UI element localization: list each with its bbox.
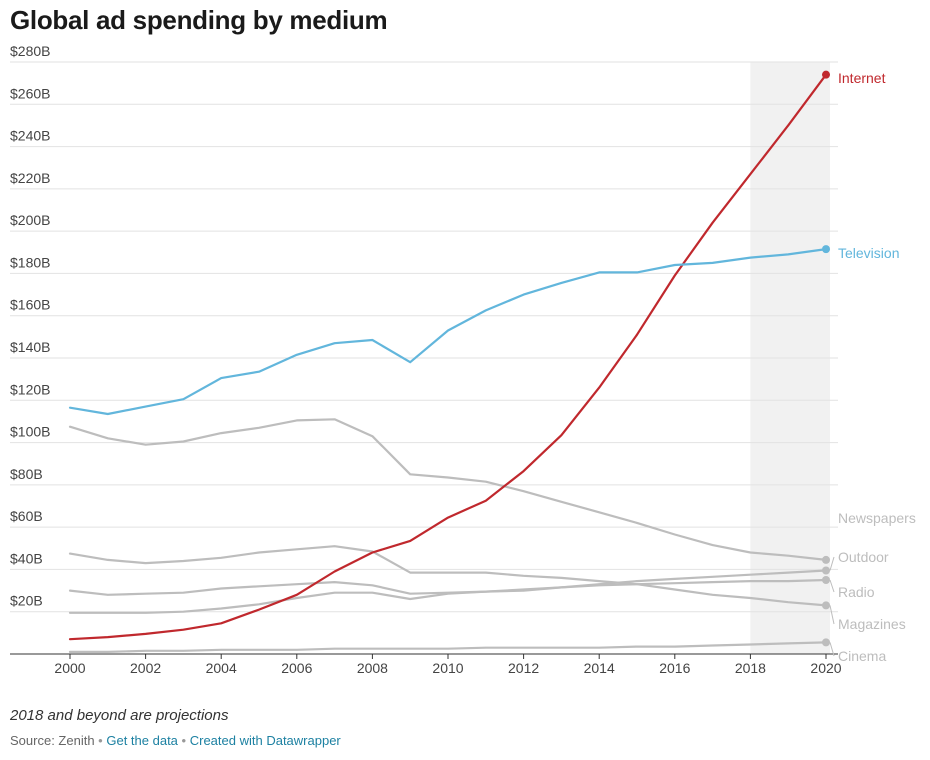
y-tick-label: $80B	[10, 466, 43, 482]
series-end-dot-newspapers	[822, 555, 830, 564]
y-tick-label: $20B	[10, 593, 43, 609]
series-label-newspapers: Newspapers	[838, 510, 916, 526]
line-chart: $20B $40B $60B $80B $100B $120B $140B $160B $180…	[10, 43, 916, 676]
source-text: Source: Zenith	[10, 733, 95, 748]
series-label-cinema: Cinema	[838, 648, 886, 664]
series-line-magazines	[68, 545, 828, 607]
series-label-internet: Internet	[838, 70, 886, 86]
footer-separator: •	[181, 733, 187, 748]
series-end-dot-radio	[822, 576, 830, 584]
y-tick-label: $200B	[10, 212, 50, 228]
x-tick-label: 2002	[130, 660, 161, 676]
label-leader-cinema	[829, 642, 835, 657]
series-line-newspapers	[68, 418, 828, 561]
x-tick-label: 2004	[206, 660, 237, 676]
series-label-magazines: Magazines	[838, 616, 906, 632]
series-label-radio: Radio	[838, 584, 875, 600]
x-tick-label: 2006	[281, 660, 312, 676]
projection-note: 2018 and beyond are projections	[10, 707, 229, 724]
created-with-datawrapper-link[interactable]: Created with Datawrapper	[189, 733, 341, 748]
series-line-radio	[68, 578, 828, 596]
get-data-link[interactable]: Get the data	[106, 733, 178, 748]
series-end-dot-television	[822, 245, 830, 254]
series-line-television	[68, 248, 828, 416]
label-leader-radio	[829, 579, 835, 593]
series-line-cinema	[68, 641, 828, 653]
chart-title: Global ad spending by medium	[10, 5, 388, 35]
series-end-dot-internet	[822, 70, 830, 79]
x-tick-label: 2008	[357, 660, 388, 676]
y-tick-label: $240B	[10, 128, 50, 144]
x-tick-label: 2016	[659, 660, 690, 676]
y-tick-label: $100B	[10, 424, 50, 440]
y-tick-label: $40B	[10, 550, 43, 566]
y-tick-label: $260B	[10, 85, 50, 101]
y-tick-label: $220B	[10, 170, 50, 186]
series-label-outdoor: Outdoor	[838, 549, 889, 565]
x-tick-label: 2020	[810, 660, 841, 676]
series-end-dot-cinema	[822, 638, 830, 647]
series-line-internet	[68, 73, 828, 641]
label-leader-outdoor	[829, 556, 835, 571]
x-tick-label: 2014	[584, 660, 615, 676]
y-tick-label: $60B	[10, 508, 43, 524]
footer-separator: •	[98, 733, 103, 748]
y-tick-label: $160B	[10, 297, 50, 313]
x-tick-label: 2000	[54, 660, 85, 676]
grid-layer	[10, 61, 838, 613]
y-tick-label: $140B	[10, 339, 50, 355]
x-tick-label: 2010	[432, 660, 463, 676]
series-end-dot-magazines	[822, 601, 830, 610]
x-tick-label: 2012	[508, 660, 539, 676]
series-lines-layer	[68, 70, 830, 653]
x-tick-label: 2018	[735, 660, 766, 676]
y-tick-label: $280B	[10, 43, 50, 59]
y-tick-label: $120B	[10, 381, 50, 397]
chart-footer: Source: Zenith • Get the data • Created …	[10, 733, 341, 748]
series-end-dot-outdoor	[822, 566, 830, 575]
y-tick-label: $180B	[10, 254, 50, 270]
series-labels-layer: Internet Television Newspapers Outdoor Radio…	[829, 70, 916, 664]
label-leader-magazines	[829, 605, 835, 625]
axis-layer: $20B $40B $60B $80B $100B $120B $140B $160B $180…	[10, 43, 842, 676]
series-label-television: Television	[838, 245, 899, 261]
